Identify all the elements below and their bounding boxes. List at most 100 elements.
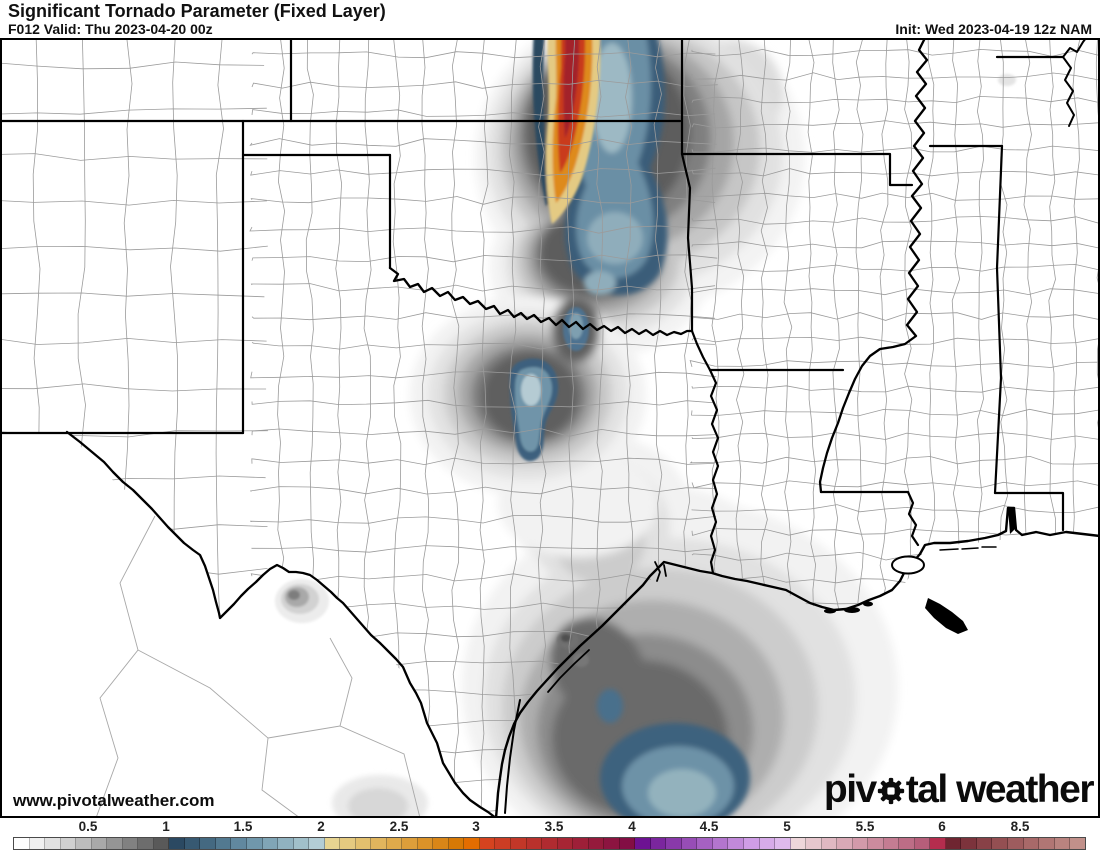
colorbar-cell	[650, 838, 667, 849]
colorbar-cell	[604, 838, 620, 849]
colorbar-cell	[1054, 838, 1071, 849]
init-time-label: Init: Wed 2023-04-19 12z NAM	[895, 21, 1092, 37]
colorbar-cell	[992, 838, 1008, 849]
colorbar-tick-label: 5	[783, 819, 791, 834]
colorbar-cell	[961, 838, 977, 849]
colorbar-cell	[231, 838, 247, 849]
page-title: Significant Tornado Parameter (Fixed Lay…	[8, 1, 386, 21]
colorbar-tick-label: 1	[162, 819, 170, 834]
colorbar-cell	[759, 838, 776, 849]
colorbar-cell	[837, 838, 853, 849]
colorbar-cell	[14, 838, 30, 849]
colorbar-tick-label: 1.5	[233, 819, 253, 834]
colorbar	[13, 837, 1086, 850]
colorbar-cell	[697, 838, 713, 849]
colorbar-tick-label: 3	[472, 819, 480, 834]
stp-shading	[275, 6, 1016, 850]
colorbar-cell	[91, 838, 108, 849]
colorbar-cell	[417, 838, 434, 849]
colorbar-cell	[666, 838, 682, 849]
colorbar-cell	[386, 838, 403, 849]
state-borders	[0, 36, 1100, 820]
colorbar-tick-label: 4	[628, 819, 636, 834]
colorbar-cell	[45, 838, 61, 849]
logo-text-pre: piv	[823, 768, 877, 811]
colorbar-cell	[883, 838, 900, 849]
colorbar-cell	[293, 838, 310, 849]
colorbar-cell	[868, 838, 884, 849]
colorbar-cell	[495, 838, 511, 849]
colorbar-cell	[635, 838, 651, 849]
colorbar-cell	[743, 838, 760, 849]
colorbar-cell	[976, 838, 993, 849]
colorbar-cell	[914, 838, 931, 849]
colorbar-cell	[355, 838, 372, 849]
colorbar-cell	[262, 838, 279, 849]
colorbar-cell	[821, 838, 838, 849]
logo-text-post: tal weather	[905, 768, 1095, 811]
colorbar-cell	[1070, 838, 1085, 849]
colorbar-cell	[371, 838, 387, 849]
colorbar-cell	[542, 838, 558, 849]
colorbar-cell	[712, 838, 729, 849]
weather-map	[0, 6, 1100, 850]
colorbar-tick-label: 2.5	[389, 819, 409, 834]
colorbar-tick-label: 5.5	[855, 819, 875, 834]
colorbar-cell	[619, 838, 636, 849]
colorbar-cell	[806, 838, 822, 849]
colorbar-cell	[852, 838, 869, 849]
colorbar-cell	[433, 838, 449, 849]
colorbar-cell	[324, 838, 341, 849]
coastal-water-fills	[824, 508, 1016, 634]
valid-time-label: F012 Valid: Thu 2023-04-20 00z	[8, 21, 213, 37]
colorbar-cell	[153, 838, 170, 849]
colorbar-cell	[526, 838, 543, 849]
pivotal-weather-logo: piv tal weather	[823, 767, 1095, 812]
colorbar-cell	[728, 838, 744, 849]
mexico-state-lines	[95, 515, 421, 819]
colorbar-cell	[573, 838, 589, 849]
colorbar-cell	[1039, 838, 1055, 849]
colorbar-cell	[138, 838, 154, 849]
map-frame	[0, 38, 1100, 818]
colorbar-cell	[479, 838, 496, 849]
colorbar-cell	[557, 838, 574, 849]
colorbar-cell	[184, 838, 201, 849]
colorbar-cell	[246, 838, 263, 849]
gear-icon	[877, 773, 905, 812]
colorbar-tick-label: 8.5	[1010, 819, 1030, 834]
colorbar-tick-label: 0.5	[78, 819, 98, 834]
colorbar-cell	[169, 838, 185, 849]
colorbar-cell	[464, 838, 480, 849]
colorbar-cell	[681, 838, 698, 849]
colorbar-cell	[60, 838, 77, 849]
colorbar-cell	[448, 838, 465, 849]
map-canvas	[0, 6, 1100, 850]
lake-pontchartrain	[891, 555, 925, 575]
colorbar-cell	[215, 838, 232, 849]
colorbar-tick-label: 3.5	[544, 819, 564, 834]
colorbar-tick-label: 6	[938, 819, 946, 834]
colorbar-cell	[511, 838, 527, 849]
colorbar-cell	[899, 838, 915, 849]
colorbar-cell	[309, 838, 325, 849]
colorbar-cell	[1008, 838, 1024, 849]
colorbar-tick-label: 2	[317, 819, 325, 834]
colorbar-cell	[930, 838, 946, 849]
colorbar-cell	[775, 838, 791, 849]
colorbar-cell	[1023, 838, 1040, 849]
site-url-watermark: www.pivotalweather.com	[13, 791, 215, 810]
colorbar-cell	[200, 838, 216, 849]
colorbar-cell	[122, 838, 139, 849]
colorbar-cell	[340, 838, 356, 849]
colorbar-cell	[790, 838, 807, 849]
colorbar-cell	[402, 838, 418, 849]
colorbar-cell	[76, 838, 92, 849]
colorbar-cell	[278, 838, 294, 849]
colorbar-cell	[945, 838, 962, 849]
colorbar-tick-label: 4.5	[699, 819, 719, 834]
colorbar-cell	[29, 838, 46, 849]
colorbar-cell	[588, 838, 605, 849]
colorbar-cell	[107, 838, 123, 849]
